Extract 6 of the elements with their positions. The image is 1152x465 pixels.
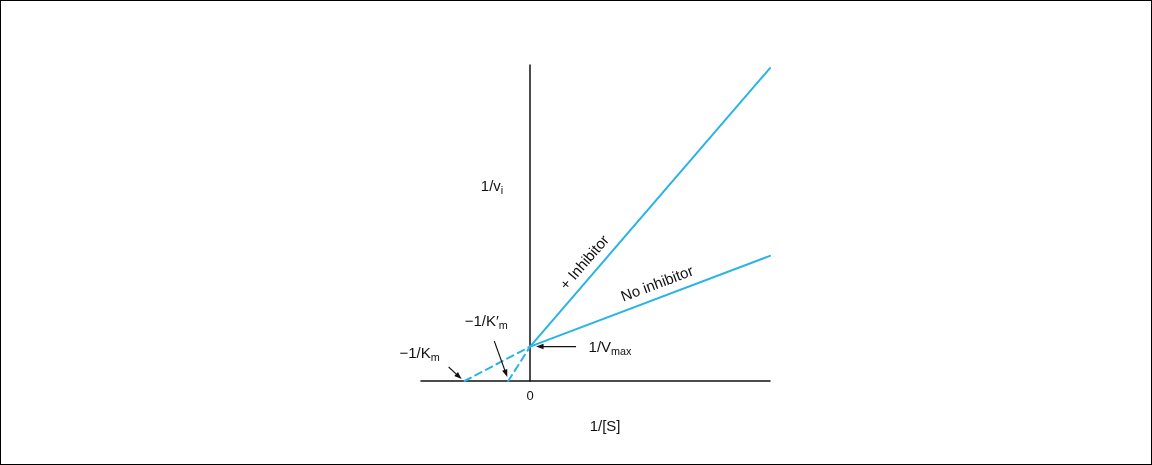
text: 0: [526, 388, 534, 403]
annotation: −1/K′$_{m}$: [464, 312, 508, 332]
annotation: 1/V$_{max}$: [588, 337, 633, 357]
annotation: −1/K$_{m}$: [399, 344, 440, 364]
x-axis-title: 1/[S]: [589, 417, 621, 434]
y-axis-title: 1/v$_{i}$: [480, 177, 504, 197]
